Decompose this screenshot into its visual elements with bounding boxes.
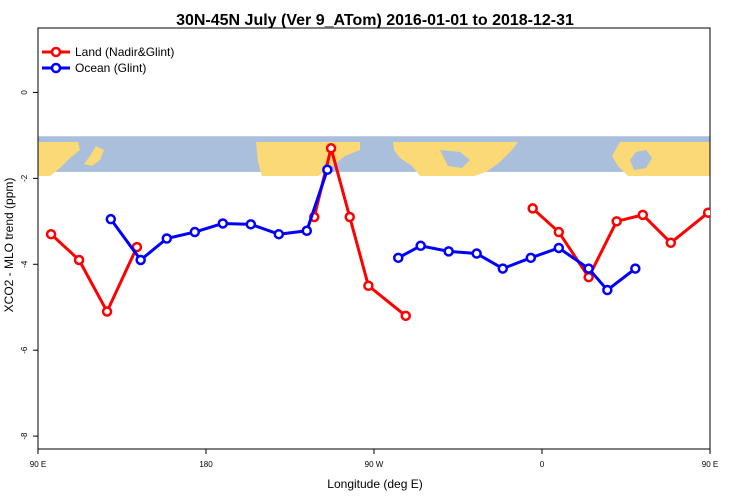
y-tick-label: -4 — [20, 260, 29, 268]
x-tick-label: 180 — [199, 460, 213, 469]
series-layer — [45, 143, 740, 322]
y-axis: 0 -2 -4 -6 -8 — [20, 90, 38, 440]
y-axis-label: XCO2 - MLO trend (ppm) — [2, 178, 16, 313]
x-tick-label: 0 — [540, 460, 545, 469]
data-point-ocean[interactable] — [105, 213, 117, 225]
y-tick-label: -8 — [20, 432, 29, 440]
legend-marker-land — [50, 46, 62, 58]
x-tick-label: 90 E — [702, 460, 718, 469]
x-axis-label: Longitude (deg E) — [327, 477, 422, 491]
legend-item-ocean[interactable]: Ocean (Glint) — [42, 61, 146, 75]
legend-marker-ocean — [50, 62, 62, 74]
data-point-land[interactable] — [611, 216, 622, 227]
chart-title: 30N-45N July (Ver 9_ATom) 2016-01-01 to … — [176, 12, 574, 29]
data-point-land[interactable] — [45, 228, 57, 240]
series-line-land — [531, 207, 710, 279]
data-point-ocean[interactable] — [135, 254, 146, 266]
data-point-ocean[interactable] — [497, 263, 509, 274]
data-point-land[interactable] — [702, 207, 712, 218]
data-point-land[interactable] — [344, 211, 355, 223]
series-line-ocean — [109, 169, 329, 262]
x-tick-label: 90 E — [30, 460, 46, 469]
data-point-land[interactable] — [553, 226, 565, 238]
data-point-land[interactable] — [583, 271, 594, 283]
data-point-ocean[interactable] — [273, 228, 285, 240]
legend[interactable]: Land (Nadir&Glint) Ocean (Glint) — [42, 45, 174, 75]
data-point-ocean[interactable] — [301, 225, 313, 237]
data-point-land[interactable] — [732, 230, 740, 238]
series-line-land — [50, 233, 139, 314]
data-point-land[interactable] — [73, 254, 85, 266]
data-point-ocean[interactable] — [415, 240, 426, 252]
data-point-ocean[interactable] — [393, 252, 404, 264]
data-point-ocean[interactable] — [525, 252, 537, 264]
data-point-land[interactable] — [400, 310, 411, 322]
x-tick-label: 90 W — [365, 460, 384, 469]
data-point-ocean[interactable] — [583, 263, 594, 274]
data-point-ocean[interactable] — [443, 246, 454, 257]
data-point-land[interactable] — [363, 280, 374, 292]
data-point-ocean[interactable] — [602, 284, 613, 296]
data-point-ocean[interactable] — [553, 242, 565, 254]
data-point-ocean[interactable] — [161, 233, 173, 244]
y-tick-label: -6 — [20, 346, 29, 354]
data-point-land[interactable] — [665, 237, 677, 249]
data-point-land[interactable] — [325, 143, 337, 154]
data-point-ocean[interactable] — [322, 164, 333, 176]
data-point-ocean[interactable] — [217, 218, 229, 229]
x-axis: 90 E 180 90 W 0 90 E — [30, 449, 718, 469]
data-point-ocean[interactable] — [630, 263, 641, 274]
data-point-land[interactable] — [637, 209, 649, 221]
legend-label-land: Land (Nadir&Glint) — [75, 45, 174, 59]
data-point-ocean[interactable] — [471, 248, 482, 259]
data-point-land[interactable] — [527, 203, 538, 214]
data-point-ocean[interactable] — [245, 219, 257, 230]
legend-item-land[interactable]: Land (Nadir&Glint) — [42, 45, 174, 59]
map-ocean — [38, 136, 710, 172]
data-point-ocean[interactable] — [189, 226, 201, 238]
y-tick-label: 0 — [20, 90, 29, 95]
series-line-ocean — [397, 244, 637, 292]
world-map-band — [38, 136, 710, 176]
data-point-land[interactable] — [101, 306, 113, 317]
legend-label-ocean: Ocean (Glint) — [75, 61, 146, 75]
y-tick-label: -2 — [20, 174, 29, 182]
